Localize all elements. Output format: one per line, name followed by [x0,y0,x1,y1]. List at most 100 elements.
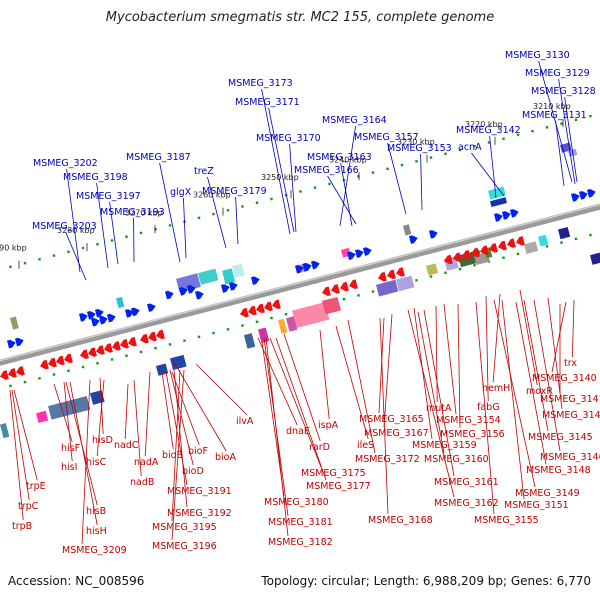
reverse-gene-label: MSMEG_3191 [167,486,232,497]
ruler-dot [52,254,56,257]
ruler-dot [415,279,418,282]
reverse-gene-label: MSMEG_3182 [268,537,333,548]
reverse-leader-line [11,389,30,501]
forward-gene-arrow [6,339,16,349]
forward-gene-arrow [98,315,108,325]
reverse-leader-line [423,309,455,477]
ruler-dot [139,350,143,354]
ruler-dot [284,313,288,316]
reverse-gene-arrow [461,250,471,260]
reverse-gene-label: MSMEG_3209 [62,545,127,556]
reverse-gene-arrow [488,243,498,253]
reverse-gene-label: moxR [526,386,553,397]
reverse-leader-line [492,293,501,383]
reverse-leader-line [383,313,393,428]
ruler-dot [342,297,346,301]
forward-gene-arrow [250,276,260,285]
forward-leader-line [555,120,565,187]
reverse-gene-label: MSMEG_3168 [368,515,433,526]
forward-gene-label: MSMEG_3166 [294,165,359,176]
forward-gene-arrow [130,307,140,317]
reverse-gene-arrow [120,339,129,349]
ruler-dot [589,114,592,118]
forward-gene-label: MSMEG_3197 [76,191,141,202]
ruler-dot [560,122,563,125]
label-leader-lines [9,60,578,545]
forward-gene-arrow [362,247,372,256]
reverse-leader-line [265,337,289,537]
reverse-gene-label: MSMEG_3146 [540,452,600,463]
reverse-gene-arrow [248,305,257,316]
reverse-gene-arrow [271,299,281,310]
forward-gene-arrow [194,290,204,300]
reverse-gene-label: bioD [182,466,204,477]
reverse-gene-label: MSMEG_3167 [364,428,429,439]
forward-gene-arrow [310,260,320,270]
forward-gene-label: MSMEG_3173 [228,78,293,89]
reverse-gene-label: MSMEG_3192 [167,508,232,519]
forward-leader-line [564,96,578,183]
reverse-gene-arrow [386,269,396,280]
ruler-dot [270,316,273,320]
reverse-leader-line [269,337,322,468]
ruler-dot [313,186,317,189]
forward-gene-arrow [86,311,96,320]
ruler-dot [400,163,404,167]
ruler-dot [429,275,433,278]
forward-gene-arrow [14,337,24,347]
reverse-gene-label: MSMEG_3145 [528,432,593,443]
forward-leader-line [268,107,295,233]
reverse-gene-label: hisI [61,462,77,473]
forward-leader-line [471,152,505,197]
feature-box [376,279,399,297]
ruler-dot [371,171,375,174]
ruler-dot [197,216,201,220]
reverse-leader-line [515,301,547,465]
forward-leader-line [66,168,81,273]
forward-gene-arrow [346,251,356,260]
reverse-gene-arrow [515,236,525,246]
forward-gene-arrow [90,318,100,327]
reverse-gene-arrow [349,279,358,290]
forward-gene-arrow [186,285,196,294]
reverse-gene-label: MSMEG_3175 [301,468,366,479]
reverse-leader-line [13,389,38,481]
forward-gene-arrow [302,262,312,272]
reverse-gene-arrow [127,336,137,347]
reverse-gene-arrow [39,359,49,370]
reverse-leader-line [523,299,549,432]
ruler-dot [444,271,447,274]
feature-box [0,423,10,439]
ruler-dot [38,258,41,261]
ruler-dot [38,377,41,380]
reverse-leader-line [435,305,438,403]
forward-gene-arrow [570,193,580,202]
reverse-leader-line [171,371,200,446]
reverse-leader-line [173,369,188,508]
reverse-gene-label: ispA [318,420,339,431]
reverse-gene-label: MSMEG_3154 [436,415,501,426]
ruler-dot [154,346,157,350]
reverse-gene-label: hisB [86,506,106,517]
ruler-dot [96,362,99,365]
forward-gene-label: MSMEG_3142 [456,125,521,136]
forward-gene-arrow [146,303,156,312]
feature-box [426,263,439,276]
tick-label: 3260 kbp [193,191,231,200]
reverse-gene-arrow [255,303,265,314]
forward-leader-line [65,231,87,281]
figure-title: Mycobacterium smegmatis str. MC2 155, co… [105,10,495,25]
forward-leader-line [159,162,181,263]
ruler-dot [183,339,186,342]
forward-gene-label: MSMEG_3157 [354,132,419,143]
ruler-dot [589,233,592,237]
reverse-gene-arrow [321,286,331,297]
reverse-leader-line [519,289,538,386]
reverse-leader-line [9,389,24,521]
forward-gene-arrow [78,313,88,322]
feature-box [156,363,169,376]
feature-box [538,234,549,247]
reverse-leader-line [443,303,457,415]
ruler-dot [125,235,128,238]
ruler-dot [96,243,99,246]
